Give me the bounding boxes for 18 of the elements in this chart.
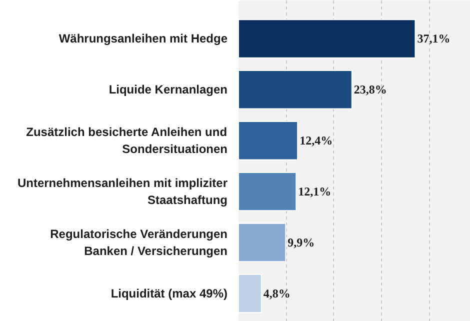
y-tick-label: Liquide Kernanlagen: [108, 82, 228, 97]
y-tick-label: Zusätzlich besicherte Anleihen und Sondersituationen: [26, 125, 228, 156]
data-label: 23,8%: [354, 82, 387, 97]
data-label: 37,1%: [417, 32, 450, 46]
y-tick-label: Regulatorische Veränderungen Banken / Versicherungen: [50, 227, 228, 258]
data-label: 4,8%: [263, 286, 290, 300]
data-label: 9,9%: [288, 236, 315, 250]
bar: [238, 274, 262, 314]
y-tick-label: Währungsanleihen mit Hedge: [58, 32, 228, 46]
data-label: 12,1%: [298, 184, 332, 199]
data-label: 12,4%: [300, 134, 333, 148]
bar: [238, 70, 352, 110]
bar: [238, 121, 298, 160]
bar: [238, 172, 297, 212]
bar: [238, 19, 416, 58]
y-tick-label: Unternehmensanleihen mit impliziter Staatshaftung: [17, 176, 228, 207]
y-tick-label: Liquidität (max 49%): [110, 286, 228, 300]
bar: [238, 222, 286, 262]
